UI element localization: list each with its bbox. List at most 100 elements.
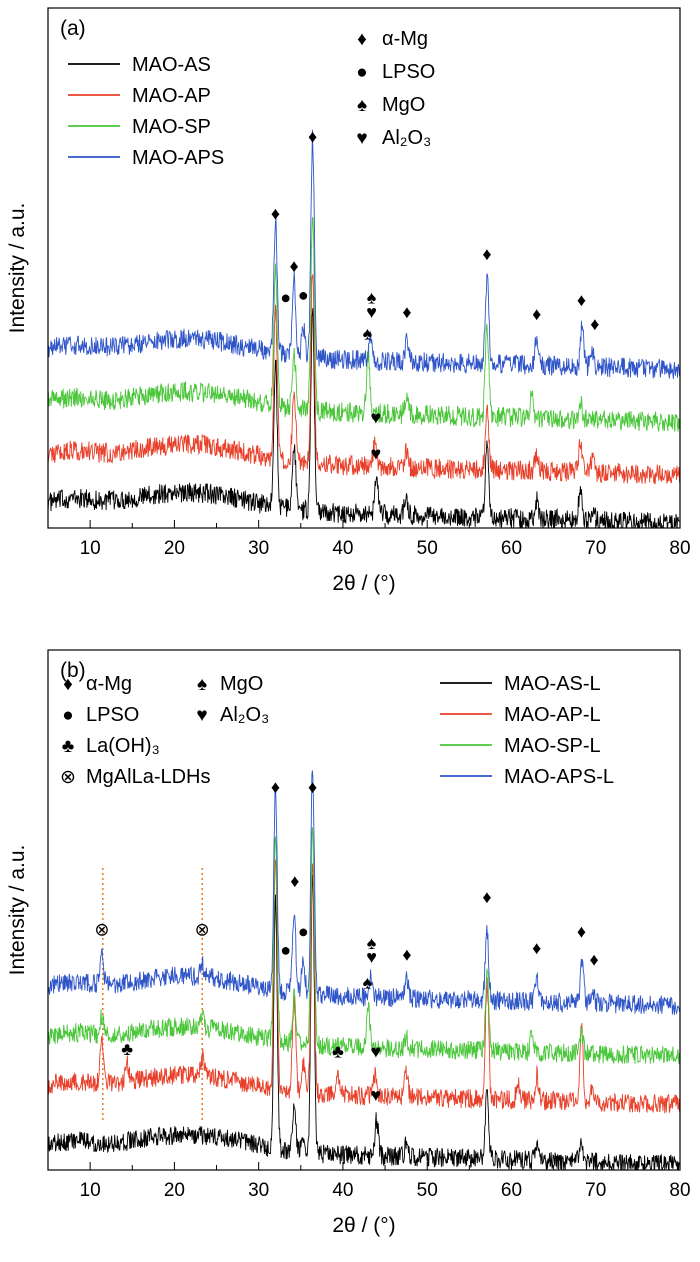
plot-frame xyxy=(47,7,681,529)
phase-name: Al₂O₃ xyxy=(382,127,431,149)
x-tick-label: 60 xyxy=(501,1180,522,1201)
series-line xyxy=(48,307,680,528)
phase-name: LPSO xyxy=(86,704,139,726)
series-legend: MAO-AS-L MAO-AP-L MAO-SP-L MAO-APS-L xyxy=(440,673,614,788)
phase-marker: ♦ xyxy=(590,314,599,334)
phase-name: α-Mg xyxy=(382,28,428,50)
phase-symbol: ♠ xyxy=(197,674,207,695)
phase-symbol: ● xyxy=(62,705,73,726)
phase-symbol: ♥ xyxy=(196,705,207,726)
series-line xyxy=(48,874,680,1170)
x-tick-label: 40 xyxy=(332,1180,353,1201)
phase-name: α-Mg xyxy=(86,673,132,695)
series-line xyxy=(48,827,680,1065)
legend-label: MAO-AS-L xyxy=(504,673,601,695)
phase-marker: ♦ xyxy=(482,887,491,907)
phase-marker: ● xyxy=(298,285,309,305)
phase-name: Al₂O₃ xyxy=(220,704,269,726)
phase-symbol: ♦ xyxy=(63,674,73,695)
phase-symbol: ⊗ xyxy=(60,767,76,788)
panel-b: 10 20 30 40 50 60 70 80 2θ / (°) Intensity / a.u.… xyxy=(6,649,691,1237)
series-legend: MAO-AS MAO-AP MAO-SP MAO-APS xyxy=(68,54,224,169)
phase-marker: ♣ xyxy=(332,1041,344,1061)
phase-marker: ♠ xyxy=(363,972,373,992)
phase-marker: ⊗ xyxy=(94,919,109,939)
phase-marker: ♦ xyxy=(577,290,586,310)
phase-marker: ♦ xyxy=(532,938,541,958)
phase-marker: ♦ xyxy=(308,777,317,797)
phase-marker: ● xyxy=(280,287,291,307)
phase-symbol: ♠ xyxy=(357,95,367,116)
phase-marker: ♠ xyxy=(367,933,377,953)
series-line xyxy=(48,129,680,380)
legend-label: MAO-SP-L xyxy=(504,735,601,757)
phase-name: La(OH)₃ xyxy=(86,735,160,757)
legend-label: MAO-AP xyxy=(132,85,211,107)
x-axis-label: 2θ / (°) xyxy=(332,1214,395,1237)
x-tick-label: 20 xyxy=(164,1180,185,1201)
phase-marker: ♦ xyxy=(482,244,491,264)
x-tick-label: 60 xyxy=(501,538,522,559)
plot-frame xyxy=(47,649,681,1171)
phase-marker: ♦ xyxy=(290,871,299,891)
phase-symbol: ● xyxy=(356,62,367,83)
phase-name: MgO xyxy=(220,673,263,695)
x-tick-label: 50 xyxy=(417,538,438,559)
phase-marker: ♥ xyxy=(366,302,377,322)
phase-marker: ♦ xyxy=(308,127,317,147)
phase-marker: ♦ xyxy=(532,304,541,324)
series-group xyxy=(48,129,680,528)
phase-marker: ♠ xyxy=(367,287,377,307)
phase-name: MgAlLa-LDHs xyxy=(86,766,210,788)
phase-name: MgO xyxy=(382,94,425,116)
phase-name: LPSO xyxy=(382,61,435,83)
phase-symbol: ♦ xyxy=(357,29,367,50)
panel-label: (a) xyxy=(60,17,86,40)
series-line xyxy=(48,859,680,1114)
phase-marker: ♥ xyxy=(370,407,381,427)
y-axis-label: Intensity / a.u. xyxy=(6,203,29,334)
panel-a: 10 20 30 40 50 60 70 80 2θ / (°) Intensity / a.u.… xyxy=(6,7,691,595)
series-line xyxy=(48,216,680,432)
phase-marker: ♥ xyxy=(370,1041,381,1061)
x-tick-label: 30 xyxy=(248,1180,269,1201)
phase-marker: ♦ xyxy=(589,949,598,969)
legend-label: MAO-APS-L xyxy=(504,766,614,788)
legend-label: MAO-SP xyxy=(132,116,211,138)
series-line xyxy=(48,770,680,1016)
phase-legend: ♦ α-Mg ♠ MgO ● LPSO ♥ Al₂O₃ ♣ La(OH)₃ ⊗ MgAlLa-LDHs xyxy=(60,673,269,788)
x-tick-label: 80 xyxy=(669,1180,690,1201)
x-tick-label: 10 xyxy=(80,538,101,559)
panel-label: (b) xyxy=(60,659,86,682)
phase-marker: ● xyxy=(298,922,309,942)
phase-marker: ♦ xyxy=(271,203,280,223)
legend-label: MAO-APS xyxy=(132,147,224,169)
phase-marker: ♠ xyxy=(363,323,373,343)
phase-marker: ♥ xyxy=(366,947,377,967)
phase-legend: ♦ α-Mg ● LPSO ♠ MgO ♥ Al₂O₃ xyxy=(356,28,435,149)
y-axis-label: Intensity / a.u. xyxy=(6,845,29,976)
phase-marker: ♦ xyxy=(402,945,411,965)
phase-marker: ♦ xyxy=(577,922,586,942)
series-group xyxy=(48,770,680,1170)
phase-marker: ⊗ xyxy=(195,919,210,939)
phase-marker: ♥ xyxy=(370,443,381,463)
phase-marker: ● xyxy=(280,940,291,960)
phase-marker: ♦ xyxy=(271,777,280,797)
x-tick-label: 70 xyxy=(585,1180,606,1201)
x-tick-label: 40 xyxy=(332,538,353,559)
x-tick-label: 10 xyxy=(80,1180,101,1201)
x-tick-label: 30 xyxy=(248,538,269,559)
legend-label: MAO-AP-L xyxy=(504,704,601,726)
legend-label: MAO-AS xyxy=(132,54,211,76)
phase-symbol: ♣ xyxy=(62,736,74,757)
x-tick-label: 50 xyxy=(417,1180,438,1201)
phase-marker: ♣ xyxy=(121,1039,133,1059)
phase-marker: ♦ xyxy=(289,256,298,276)
phase-marker: ♥ xyxy=(370,1085,381,1105)
x-tick-label: 70 xyxy=(585,538,606,559)
phase-marker: ♦ xyxy=(402,302,411,322)
series-line xyxy=(48,274,680,485)
x-tick-label: 20 xyxy=(164,538,185,559)
